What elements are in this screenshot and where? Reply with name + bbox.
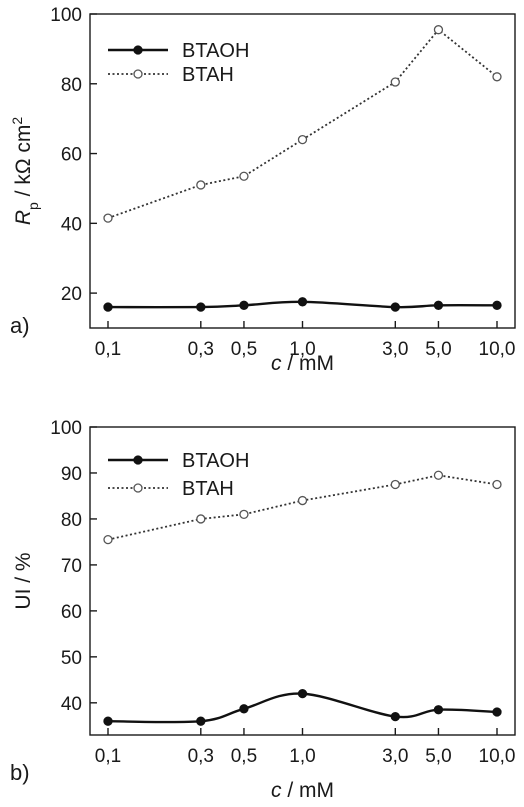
- y-tick-label: 50: [61, 648, 82, 669]
- data-point-btaoh-5-0: [433, 300, 444, 310]
- x-tick-label: 0,5: [231, 746, 257, 767]
- plot-frame: [89, 426, 516, 736]
- y-axis-label-symbol: R: [12, 210, 35, 225]
- data-point-btaoh-3-0: [390, 302, 400, 312]
- y-tick-label: 60: [61, 602, 82, 623]
- legend-marker-btaoh: [133, 455, 143, 465]
- data-point-btaoh-10-0: [492, 300, 502, 310]
- x-tick-label: 10,0: [479, 746, 516, 767]
- x-axis-label-symbol: c: [271, 779, 282, 802]
- y-tick-label: 40: [61, 214, 82, 235]
- x-tick-label: 1,0: [289, 339, 315, 360]
- x-tick-label: 3,0: [382, 746, 408, 767]
- x-axis-label: c / mM: [271, 779, 334, 802]
- x-axis-label-unit: / mM: [282, 352, 335, 375]
- x-tick-label: 0,1: [95, 746, 121, 767]
- data-point-btaoh-0-1: [103, 716, 113, 726]
- x-tick-label: 5,0: [425, 746, 451, 767]
- data-point-btaoh-1-0: [297, 688, 308, 699]
- data-point-btah-0-5: [239, 509, 249, 519]
- legend-label-btaoh: BTAOH: [182, 40, 249, 62]
- data-point-btah-3-0: [390, 479, 400, 490]
- data-point-btah-1-0: [297, 134, 308, 145]
- data-point-btaoh-0-3: [196, 716, 206, 726]
- y-axis-label-superscript: 2: [9, 117, 25, 125]
- y-axis-label-subscript: p: [25, 202, 41, 210]
- y-axis-label: UI / %: [12, 552, 35, 609]
- data-point-btaoh-0-3: [196, 302, 206, 312]
- data-point-btaoh-0-5: [239, 704, 249, 714]
- legend-marker-btaoh: [133, 45, 143, 55]
- legend-marker-btah: [133, 483, 143, 493]
- data-point-btah-0-3: [196, 514, 206, 524]
- x-axis-label-unit: / mM: [282, 779, 335, 802]
- y-tick-label: 100: [50, 5, 82, 26]
- chart-panel-a: 20 40 60 80 100 0,1 0,3 0,5 1,0 3,0 5,0 10,0 c / mM R…: [9, 5, 516, 375]
- data-point-btaoh-0-5: [239, 300, 249, 310]
- data-point-btaoh-0-1: [103, 302, 113, 312]
- x-tick-label: 0,3: [188, 746, 214, 767]
- x-tick-label: 0,3: [188, 339, 214, 360]
- panel-label: a): [10, 313, 30, 338]
- data-point-btah-5-0: [433, 470, 444, 480]
- plot-frame: [89, 13, 516, 329]
- x-axis-label-symbol: c: [271, 352, 282, 375]
- x-tick-label: 5,0: [425, 339, 451, 360]
- y-axis-label-unit: / kΩ cm: [12, 125, 35, 203]
- legend-label-btaoh: BTAOH: [182, 450, 249, 472]
- data-point-btah-0-5: [239, 171, 249, 181]
- y-tick-label: 90: [61, 464, 82, 485]
- data-point-btah-10-0: [492, 479, 502, 490]
- y-tick-label: 20: [61, 284, 82, 305]
- x-tick-label: 10,0: [479, 339, 516, 360]
- y-axis-label: Rp / kΩ cm2: [9, 117, 41, 226]
- x-tick-label: 3,0: [382, 339, 408, 360]
- data-point-btah-1-0: [297, 495, 308, 506]
- data-point-btaoh-3-0: [390, 711, 400, 722]
- legend-label-btah: BTAH: [182, 478, 234, 500]
- legend-marker-btah: [133, 69, 143, 79]
- chart-panel-b: 40 50 60 70 80 90 100 0,1 0,3 0,5 1,0 3,0 5,0 10,0 c /…: [10, 418, 516, 802]
- y-tick-label: 60: [61, 145, 82, 166]
- data-point-btah-5-0: [433, 25, 444, 35]
- data-point-btah-3-0: [390, 77, 400, 87]
- x-tick-label: 0,1: [95, 339, 121, 360]
- panel-label: b): [10, 760, 30, 785]
- y-tick-label: 80: [61, 510, 82, 531]
- data-point-btaoh-1-0: [297, 297, 308, 307]
- x-axis-label: c / mM: [271, 352, 334, 375]
- y-tick-label: 80: [61, 75, 82, 96]
- data-point-btaoh-10-0: [492, 707, 502, 717]
- data-point-btah-0-1: [103, 213, 113, 223]
- legend-label-btah: BTAH: [182, 64, 234, 86]
- x-tick-label: 0,5: [231, 339, 257, 360]
- data-point-btah-10-0: [492, 72, 502, 82]
- series-line-btah: [107, 28, 498, 219]
- series-line-btah: [107, 474, 498, 541]
- y-tick-label: 100: [50, 418, 82, 439]
- data-point-btah-0-1: [103, 534, 113, 545]
- y-tick-label: 70: [61, 556, 82, 577]
- data-point-btah-0-3: [196, 180, 206, 190]
- data-point-btaoh-5-0: [433, 705, 444, 715]
- x-tick-label: 1,0: [289, 746, 315, 767]
- y-tick-label: 40: [61, 694, 82, 715]
